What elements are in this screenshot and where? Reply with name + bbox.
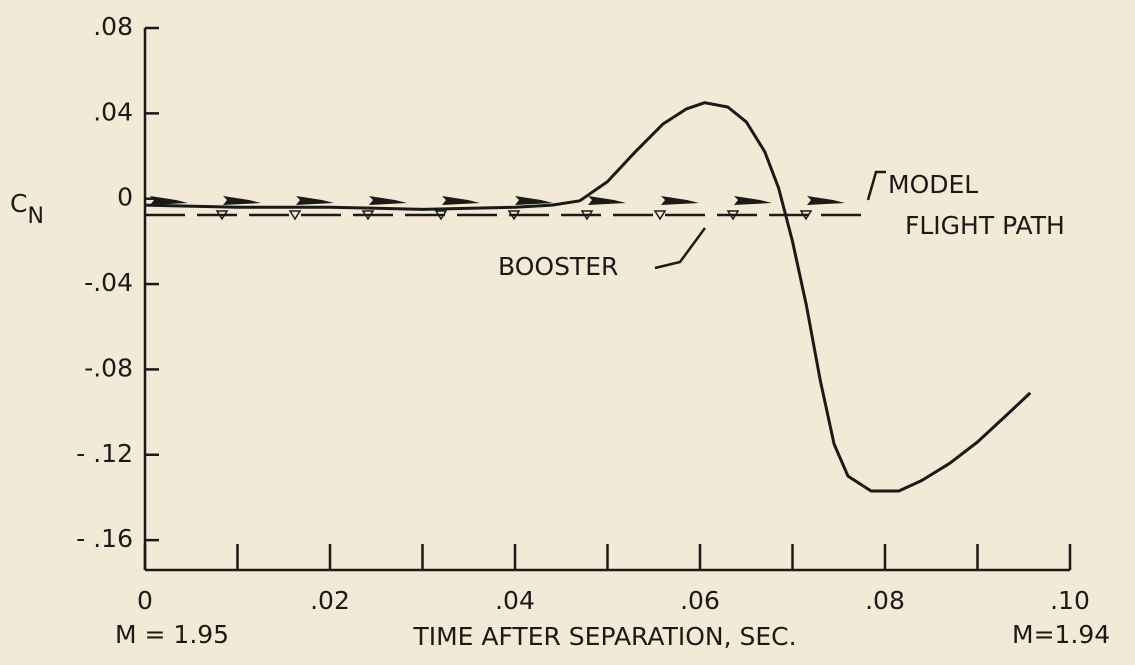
chart: CN TIME AFTER SEPARATION, SEC. M = 1.95 … [0, 0, 1135, 665]
x-tick-label: .08 [865, 586, 905, 615]
background [0, 0, 1135, 665]
x-tick-label: 0 [137, 586, 153, 615]
x-tick-label: .10 [1050, 586, 1090, 615]
x-axis-label: TIME AFTER SEPARATION, SEC. [412, 622, 796, 651]
y-tick-label: .08 [93, 12, 133, 41]
y-tick-label: .04 [93, 97, 133, 126]
y-label-sub: N [27, 204, 43, 229]
y-label-main: C [10, 189, 27, 218]
x-tick-label: .02 [310, 586, 350, 615]
mach-end: M=1.94 [1012, 620, 1110, 649]
x-tick-label: .04 [495, 586, 535, 615]
page: CN TIME AFTER SEPARATION, SEC. M = 1.95 … [0, 0, 1135, 665]
mach-start: M = 1.95 [115, 620, 229, 649]
flight-path-label: FLIGHT PATH [905, 211, 1065, 240]
y-tick-label: - .16 [76, 524, 133, 553]
y-tick-label: -.08 [84, 353, 133, 382]
x-tick-label: .06 [680, 586, 720, 615]
y-tick-label: 0 [117, 183, 133, 212]
model-label: MODEL [888, 170, 978, 199]
y-tick-label: - .12 [76, 439, 133, 468]
booster-label: BOOSTER [498, 252, 618, 281]
y-tick-label: -.04 [84, 268, 133, 297]
